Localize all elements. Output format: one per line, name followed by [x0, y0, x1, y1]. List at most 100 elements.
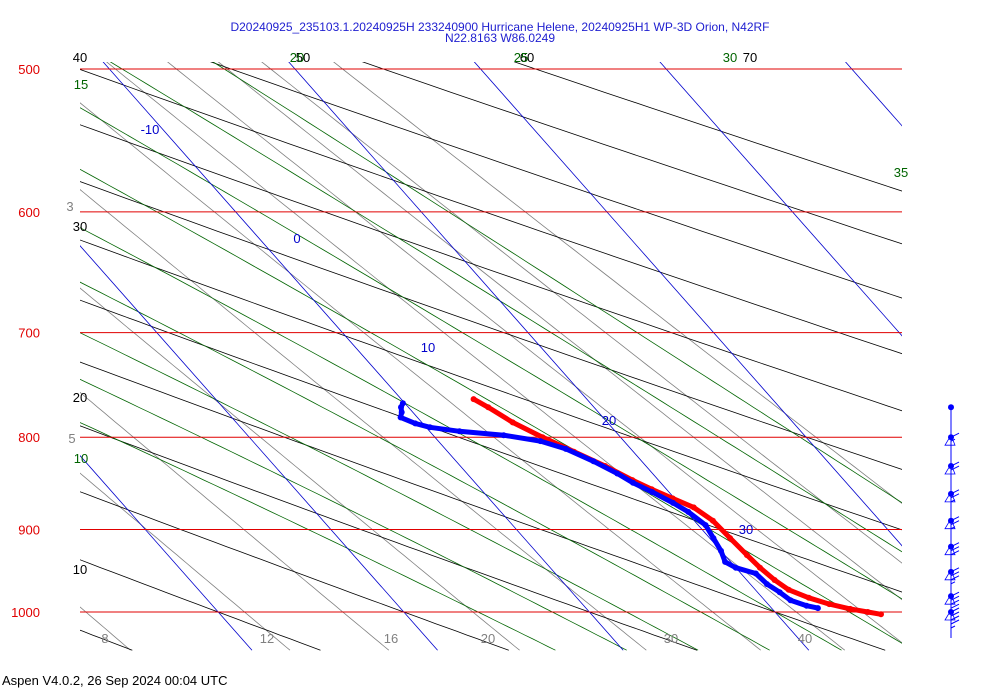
sounding-traces	[397, 396, 884, 618]
isobar-label-600: 600	[18, 205, 40, 220]
isotherm-20	[288, 62, 810, 651]
temperature-trace-point-4	[805, 594, 812, 601]
dewpoint-trace-point-22	[412, 420, 419, 427]
dewpoint-trace-point-5	[752, 570, 759, 577]
moist-adiabat-16	[80, 281, 770, 651]
mixing-ratio-line-9	[261, 62, 902, 564]
dewpoint-trace-point-7	[722, 558, 729, 565]
wind-barb-dot-0	[948, 404, 954, 411]
isotherm-0	[80, 245, 438, 651]
moist-adiabat-8	[80, 378, 627, 651]
wind-barb-flag-7-4	[950, 595, 960, 601]
bottom-tick-label-1: 12	[260, 631, 274, 646]
dry-adiabat-label-4: 30	[73, 219, 87, 234]
wind-barb-flag-8-8	[950, 615, 960, 621]
bottom-tick-label-5: 40	[798, 631, 812, 646]
isotherm-10	[102, 62, 624, 651]
isobar-label-500: 500	[18, 62, 40, 77]
moist-adiabat-12	[80, 332, 699, 651]
wind-barb-flag-4-4	[950, 520, 960, 526]
footer-version-text: Aspen V4.0.2, 26 Sep 2024 00:04 UTC	[2, 673, 228, 688]
isobar-label-900: 900	[18, 522, 40, 537]
mixing-ratio-line-8	[217, 62, 902, 601]
temperature-trace-point-5	[785, 586, 792, 593]
mixing-ratio-line-6	[106, 62, 846, 651]
wind-barb-flag-3-0	[950, 489, 960, 495]
dry-adiabat-10	[80, 425, 698, 651]
dewpoint-trace-point-3	[776, 589, 783, 596]
temperature-trace-point-0	[878, 611, 884, 618]
grid-labels: 500 600 700 800 900 1000 -10 0 10 20 30 8 12 16 20 30 40…	[11, 50, 908, 646]
moist-adiabat-24	[80, 168, 902, 644]
isotherm-label-0: -10	[141, 122, 160, 137]
temperature-trace-point-2	[847, 605, 854, 612]
wind-barb-marker-1	[944, 434, 956, 446]
dewpoint-trace-point-24	[398, 409, 405, 416]
moist-adiabat-label-0: 15	[74, 77, 88, 92]
dry-adiabat-label-3: 70	[743, 50, 757, 65]
wind-barb-marker-8	[944, 609, 956, 621]
dewpoint-trace-point-6	[732, 564, 739, 571]
dry-adiabat-100	[513, 62, 902, 192]
dry-adiabat--10	[80, 559, 321, 651]
wind-barb-marker-6	[944, 568, 956, 581]
mixing-ratio-line-4	[80, 189, 647, 651]
moist-adiabat-label-4: 35	[894, 165, 908, 180]
dry-adiabat-label-1: 50	[296, 50, 310, 65]
dewpoint-trace-point-9	[710, 535, 717, 542]
moist-adiabat-4	[80, 422, 556, 651]
moist-adiabat-label-1: 20	[290, 50, 304, 65]
temperature-trace-point-10	[709, 517, 716, 524]
isobar-label-700: 700	[18, 326, 40, 341]
isotherm--20	[0, 37, 66, 650]
wind-barb-flag-6-0	[950, 567, 960, 573]
temperature-trace-point-18	[509, 419, 516, 426]
wind-barb-flag-6-8	[950, 575, 960, 581]
dry-adiabat-50	[80, 181, 902, 470]
chart-subtitle-location: N22.8163 W86.0249	[445, 31, 555, 45]
dry-adiabat-label-2: 60	[520, 50, 534, 65]
isotherm--10	[80, 455, 253, 651]
dewpoint-trace-point-14	[630, 479, 636, 486]
dewpoint-trace-point-23	[397, 414, 404, 421]
dewpoint-trace-point-4	[764, 581, 770, 588]
temperature-trace-point-8	[744, 552, 750, 559]
chart-title: D20240925_235103.1.20240925H 233240900 H…	[230, 20, 769, 34]
dewpoint-trace-point-26	[399, 400, 406, 407]
mixing-ratio-line-3	[80, 287, 520, 651]
dry-adiabat-30	[80, 299, 902, 593]
dry-adiabat-80	[210, 62, 902, 299]
temperature-trace-point-11	[690, 504, 697, 511]
wind-barb-flag-8-4	[950, 611, 960, 617]
wind-barb-flag-8-12	[950, 619, 960, 625]
dewpoint-trace-point-17	[562, 445, 569, 452]
wind-barb-flag-7-12	[950, 603, 960, 609]
wind-barb-flag-5-4	[950, 546, 960, 552]
dewpoint-trace-point-12	[670, 499, 676, 506]
isobar-label-1000: 1000	[11, 605, 40, 620]
dewpoint-trace-point-8	[718, 547, 724, 554]
mixing-ratio-label-1: 5	[68, 431, 75, 446]
moist-adiabat-28	[80, 107, 902, 600]
wind-barb-flag-8-0	[950, 607, 960, 613]
temperature-trace-point-1	[864, 609, 871, 615]
dewpoint-trace-point-10	[702, 522, 709, 529]
wind-barb-flag-3-4	[950, 493, 960, 499]
temperature-trace-point-3	[826, 601, 833, 608]
dry-adiabat-90	[361, 62, 902, 245]
mixing-ratio-line-7	[167, 62, 902, 644]
dry-adiabat-label-0: 40	[73, 50, 87, 65]
wind-barb-half-6	[950, 581, 956, 585]
isotherm-label-2: 10	[421, 340, 435, 355]
wind-barb-flag-1-0	[950, 432, 960, 438]
wind-barb-marker-3	[944, 490, 956, 503]
moist-adiabat-label-5: 10	[74, 451, 88, 466]
wind-barb-marker-5	[944, 543, 956, 556]
isotherm-50	[845, 62, 902, 127]
dewpoint-trace-point-1	[803, 602, 810, 609]
dewpoint-trace-point-15	[614, 470, 621, 477]
isotherm-40	[659, 62, 902, 337]
dry-adiabat-70	[80, 69, 902, 355]
